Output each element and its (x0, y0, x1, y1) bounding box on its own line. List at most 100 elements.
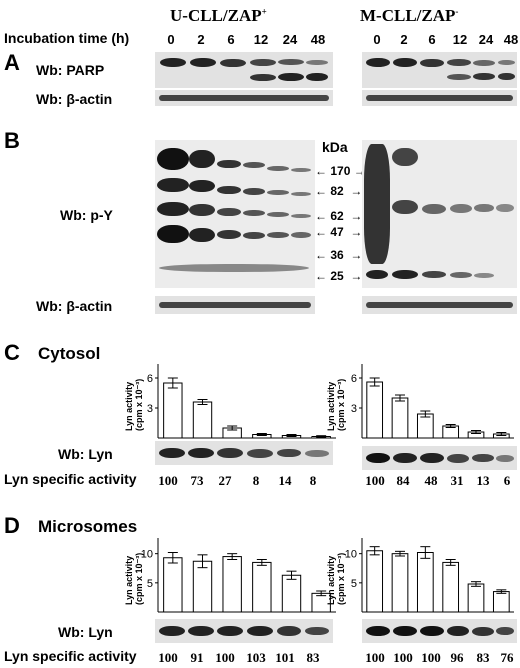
panel-a-letter: A (4, 50, 20, 75)
specific-value: 83 (476, 650, 490, 665)
y-axis-label: Lyn activity(cpm x 10⁻³) (124, 379, 144, 431)
specific-value: 100 (365, 473, 385, 488)
time-label-right: 24 (478, 32, 494, 47)
time-label-left: 0 (167, 32, 175, 47)
lyn-blot-d-left (155, 619, 333, 643)
specific-value: 8 (309, 473, 317, 488)
specific-value: 100 (365, 650, 385, 665)
time-label-right: 6 (428, 32, 436, 47)
bar (416, 413, 434, 439)
lyn-specific-label-c: Lyn specific activity (4, 471, 137, 487)
y-tick-label: 5 (147, 578, 153, 590)
wb-py-label: Wb: p-Y (60, 207, 113, 223)
kda-marker: ← 82 → (315, 184, 363, 198)
time-label-left: 2 (197, 32, 205, 47)
specific-value: 13 (476, 473, 490, 488)
incubation-time-label: Incubation time (h) (4, 30, 130, 46)
actin-blot-a-left (155, 90, 333, 106)
panel-c-letter: C (4, 340, 20, 365)
specific-value: 103 (246, 650, 266, 665)
time-label-right: 48 (503, 32, 519, 47)
specific-value: 6 (503, 473, 511, 488)
specific-value: 76 (500, 650, 514, 665)
actin-blot-b-right (362, 296, 517, 314)
bar (252, 561, 272, 613)
wb-lyn-label-c: Wb: Lyn (58, 446, 113, 462)
specific-value: 96 (450, 650, 464, 665)
y-tick-label: 3 (351, 403, 357, 415)
bar (492, 591, 510, 613)
group-label-u-cll: U-CLL/ZAP+ (170, 6, 267, 25)
specific-value: 91 (190, 650, 204, 665)
specific-value: 101 (275, 650, 295, 665)
specific-value: 27 (218, 473, 232, 488)
bar (442, 561, 460, 613)
specific-value: 100 (158, 473, 178, 488)
y-tick-label: 3 (147, 403, 153, 415)
time-label-right: 2 (400, 32, 408, 47)
bar-chart-microsomes-left: Lyn activity(cpm x 10⁻³) 5 10 (124, 538, 336, 613)
y-tick-label: 6 (147, 373, 153, 385)
kda-marker: ← 36 → (315, 248, 363, 262)
group-label-m-cll: M-CLL/ZAP- (360, 6, 459, 25)
wb-lyn-label-d: Wb: Lyn (58, 624, 113, 640)
bar (163, 382, 183, 439)
py-blot-left (155, 140, 315, 288)
bar (222, 556, 242, 613)
lyn-specific-label-d: Lyn specific activity (4, 648, 137, 664)
bar (416, 552, 434, 613)
specific-value: 14 (278, 473, 292, 488)
kda-marker: ← 25 → (315, 269, 363, 283)
time-label-right: 12 (452, 32, 468, 47)
y-tick-label: 5 (351, 578, 357, 590)
wb-actin-label-a: Wb: β-actin (36, 91, 113, 107)
lyn-blot-d-right (362, 619, 517, 643)
specific-value: 8 (252, 473, 260, 488)
lyn-blot-c-right (362, 446, 517, 470)
y-tick-label: 10 (141, 549, 153, 561)
kda-marker: ← 47 → (315, 225, 363, 239)
time-label-right: 0 (373, 32, 381, 47)
specific-value: 83 (306, 650, 320, 665)
bar (281, 574, 302, 613)
time-label-left: 24 (282, 32, 298, 47)
bar (467, 583, 485, 613)
specific-value: 100 (158, 650, 178, 665)
specific-value: 100 (393, 650, 413, 665)
py-blot-right (362, 140, 517, 288)
kda-marker: ← 62 → (315, 209, 363, 223)
bar (366, 381, 384, 439)
y-axis-label: Lyn activity(cpm x 10⁻³) (326, 553, 346, 605)
time-label-left: 6 (227, 32, 235, 47)
specific-value: 100 (421, 650, 441, 665)
y-axis-label: Lyn activity(cpm x 10⁻³) (124, 553, 144, 605)
y-tick-label: 6 (351, 373, 357, 385)
bar-chart-microsomes-right: Lyn activity(cpm x 10⁻³) 5 10 (326, 538, 514, 613)
actin-blot-a-right (362, 90, 517, 106)
lyn-blot-c-left (155, 441, 333, 465)
time-label-left: 12 (253, 32, 269, 47)
actin-blot-b-left (155, 296, 315, 314)
bar (163, 557, 183, 613)
panel-d-title: Microsomes (38, 517, 138, 536)
panel-c-title: Cytosol (38, 344, 101, 363)
kda-marker: ← 170 → (315, 164, 366, 178)
kda-title: kDa (322, 139, 348, 155)
panel-d-letter: D (4, 513, 20, 538)
y-axis-label: Lyn activity(cpm x 10⁻³) (326, 379, 346, 431)
time-label-left: 48 (310, 32, 326, 47)
bar-chart-cytosol-right: Lyn activity(cpm x 10⁻³) 3 6 (326, 364, 514, 439)
parp-blot-right (362, 52, 517, 88)
wb-parp-label: Wb: PARP (36, 62, 105, 78)
specific-value: 100 (215, 650, 235, 665)
specific-value: 84 (396, 473, 410, 488)
panel-b-letter: B (4, 128, 20, 153)
bar-chart-cytosol-left: Lyn activity(cpm x 10⁻³) 3 6 (124, 364, 336, 439)
wb-actin-label-b: Wb: β-actin (36, 298, 113, 314)
specific-value: 48 (424, 473, 438, 488)
y-tick-label: 10 (345, 549, 357, 561)
parp-blot-left (155, 52, 333, 88)
bar (192, 560, 213, 613)
specific-value: 31 (450, 473, 464, 488)
bar (366, 550, 384, 613)
